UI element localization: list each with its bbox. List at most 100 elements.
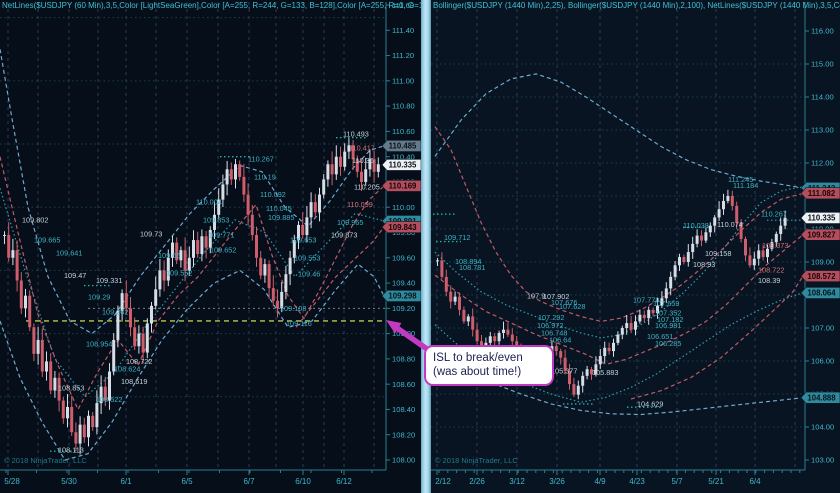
svg-text:6/1: 6/1 bbox=[120, 477, 132, 486]
svg-text:106.748: 106.748 bbox=[541, 328, 567, 337]
svg-text:109.665: 109.665 bbox=[34, 236, 60, 245]
grid bbox=[431, 2, 805, 470]
grid bbox=[0, 2, 386, 470]
svg-text:107.00: 107.00 bbox=[811, 324, 834, 333]
price-badge bbox=[800, 228, 840, 241]
time-axis[interactable]: 5/28 5/30 6/1 6/5 6/7 6/10 6/12 bbox=[0, 469, 386, 486]
svg-text:107.779: 107.779 bbox=[633, 295, 659, 304]
svg-text:111.184: 111.184 bbox=[733, 181, 758, 190]
svg-text:109.652: 109.652 bbox=[210, 246, 236, 255]
price-badge bbox=[800, 286, 840, 299]
bollinger100-lower bbox=[434, 353, 804, 416]
svg-text:109.843: 109.843 bbox=[388, 223, 417, 232]
svg-text:109.331: 109.331 bbox=[96, 276, 122, 285]
netline-mid bbox=[434, 234, 804, 365]
indicator-lines bbox=[0, 49, 386, 461]
netline-rising-stop bbox=[630, 275, 804, 400]
svg-text:107.292: 107.292 bbox=[538, 313, 564, 322]
svg-text:110.335: 110.335 bbox=[389, 161, 417, 170]
svg-text:108.954: 108.954 bbox=[86, 339, 112, 348]
svg-text:108.722: 108.722 bbox=[758, 266, 784, 275]
svg-text:109.553: 109.553 bbox=[294, 253, 320, 262]
svg-text:109.158: 109.158 bbox=[705, 249, 731, 258]
svg-text:6/7: 6/7 bbox=[243, 477, 255, 486]
svg-text:113.00: 113.00 bbox=[811, 126, 834, 135]
svg-text:109.60: 109.60 bbox=[392, 253, 415, 262]
svg-text:109.73: 109.73 bbox=[140, 229, 162, 238]
svg-text:103.00: 103.00 bbox=[811, 456, 834, 465]
price-badges: 110.485110.335110.169109.891109.843109.2… bbox=[381, 140, 421, 302]
svg-text:105.377: 105.377 bbox=[551, 367, 577, 376]
svg-text:6/4: 6/4 bbox=[749, 477, 761, 486]
bollinger25-lower bbox=[434, 292, 804, 403]
svg-text:106.981: 106.981 bbox=[655, 321, 681, 330]
price-badge bbox=[381, 221, 421, 233]
left-copyright: © 2018 NinjaTrader, LLC bbox=[4, 456, 87, 465]
candles bbox=[3, 138, 380, 455]
price-labels: 109.802 109.665 109.641 109.47 109.331 109.29… bbox=[22, 129, 380, 454]
svg-text:108.80: 108.80 bbox=[392, 354, 415, 363]
svg-text:110.267: 110.267 bbox=[761, 209, 787, 218]
svg-text:106.00: 106.00 bbox=[811, 357, 834, 366]
svg-text:109.298: 109.298 bbox=[388, 292, 417, 301]
svg-text:6/5: 6/5 bbox=[181, 477, 193, 486]
svg-text:109.00: 109.00 bbox=[811, 258, 834, 267]
svg-text:108.781: 108.781 bbox=[459, 263, 485, 272]
svg-text:108.00: 108.00 bbox=[392, 456, 415, 465]
svg-text:110.267: 110.267 bbox=[248, 155, 274, 164]
right-copyright: © 2018 NinjaTrader, LLC bbox=[435, 456, 518, 465]
time-axis[interactable]: 2/12 2/26 3/12 3/26 4/9 4/23 5/7 5/21 6/4 bbox=[431, 469, 805, 486]
right-chart-panel[interactable]: 109.712 108.894 108.781 107.9 107.902 107.676… bbox=[431, 0, 840, 493]
svg-text:111.60: 111.60 bbox=[392, 1, 414, 10]
svg-text:110.485: 110.485 bbox=[389, 142, 417, 151]
svg-text:3/12: 3/12 bbox=[509, 477, 525, 486]
svg-text:109.116: 109.116 bbox=[286, 319, 312, 328]
svg-text:109.262: 109.262 bbox=[102, 308, 128, 317]
svg-text:110.074: 110.074 bbox=[717, 220, 743, 229]
svg-text:109.853: 109.853 bbox=[203, 215, 229, 224]
annotation-note[interactable]: ISL to break/even (was about time!) bbox=[424, 345, 554, 386]
svg-text:109.885: 109.885 bbox=[268, 213, 294, 222]
svg-text:110.493: 110.493 bbox=[343, 129, 369, 138]
price-badge bbox=[381, 158, 421, 171]
svg-text:110.335: 110.335 bbox=[808, 214, 836, 223]
svg-text:109.771: 109.771 bbox=[208, 231, 234, 240]
svg-text:109.641: 109.641 bbox=[56, 248, 82, 257]
svg-text:110.169: 110.169 bbox=[389, 182, 417, 191]
svg-text:108.853: 108.853 bbox=[58, 383, 84, 392]
svg-text:110.60: 110.60 bbox=[392, 127, 415, 136]
svg-text:110.099: 110.099 bbox=[347, 200, 373, 209]
svg-text:5/28: 5/28 bbox=[4, 477, 20, 486]
price-axis[interactable]: 111.60 111.40 111.20 111.00 110.80 110.60 110.… bbox=[385, 1, 415, 470]
panel-splitter[interactable] bbox=[421, 0, 431, 493]
svg-text:108.064: 108.064 bbox=[807, 289, 836, 298]
svg-text:110.417: 110.417 bbox=[349, 143, 375, 152]
svg-text:114.00: 114.00 bbox=[811, 93, 834, 102]
svg-text:108.624: 108.624 bbox=[114, 365, 140, 374]
svg-text:109.712: 109.712 bbox=[444, 233, 470, 242]
svg-text:110.205: 110.205 bbox=[354, 183, 380, 192]
svg-text:108.60: 108.60 bbox=[392, 380, 415, 389]
svg-text:106.651: 106.651 bbox=[647, 332, 673, 341]
svg-text:107.182: 107.182 bbox=[657, 315, 683, 324]
candles bbox=[436, 189, 787, 400]
svg-text:110.36: 110.36 bbox=[352, 156, 374, 165]
annotation-line1: ISL to break/even bbox=[433, 352, 523, 364]
price-badge bbox=[381, 140, 421, 152]
svg-text:109.29: 109.29 bbox=[88, 292, 110, 301]
bollinger100-upper bbox=[434, 73, 804, 189]
netline-stop bbox=[295, 226, 385, 328]
left-chart-panel[interactable]: 109.802 109.665 109.641 109.47 109.331 109.29… bbox=[0, 0, 421, 493]
svg-text:110.045: 110.045 bbox=[266, 204, 292, 213]
left-chart-canvas[interactable]: 109.802 109.665 109.641 109.47 109.331 109.29… bbox=[0, 0, 421, 493]
svg-text:4/23: 4/23 bbox=[629, 477, 645, 486]
svg-text:106.64: 106.64 bbox=[549, 336, 571, 345]
svg-text:109.00: 109.00 bbox=[392, 329, 415, 338]
svg-text:111.00: 111.00 bbox=[392, 76, 414, 85]
lower-band bbox=[0, 263, 385, 461]
price-badge bbox=[381, 290, 421, 302]
svg-text:5/21: 5/21 bbox=[708, 477, 724, 486]
svg-text:108.522: 108.522 bbox=[96, 395, 122, 404]
svg-text:108.722: 108.722 bbox=[126, 357, 152, 366]
